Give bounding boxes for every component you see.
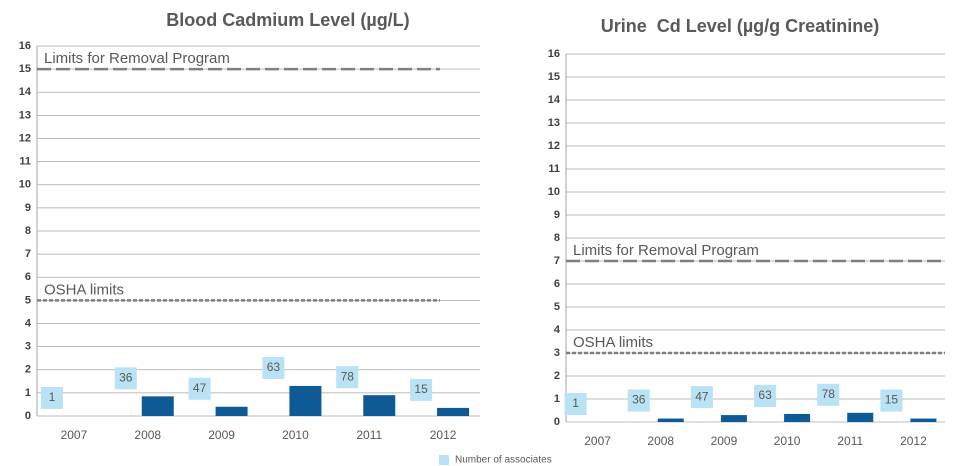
associates-label: 1 xyxy=(49,390,56,404)
associates-box xyxy=(114,367,137,390)
x-tick-label: 2008 xyxy=(647,434,674,448)
x-tick-label: 2010 xyxy=(282,428,309,442)
associates-box xyxy=(817,383,840,406)
bar xyxy=(784,413,811,422)
y-tick-label: 0 xyxy=(554,416,560,428)
associates-box xyxy=(754,384,777,407)
y-tick-label: 15 xyxy=(548,71,560,83)
associates-label: 47 xyxy=(695,389,709,403)
associates-box xyxy=(627,389,650,412)
y-tick-label: 10 xyxy=(19,179,31,191)
y-tick-label: 16 xyxy=(548,48,560,60)
y-tick-label: 8 xyxy=(554,232,560,244)
chart-title: Blood Cadmium Level (µg/L) xyxy=(166,10,409,30)
x-tick-label: 2012 xyxy=(900,434,927,448)
x-tick-label: 2007 xyxy=(584,434,611,448)
associates-label: 78 xyxy=(822,387,836,401)
reference-label: OSHA limits xyxy=(573,334,653,351)
x-tick-label: 2011 xyxy=(356,428,382,442)
y-tick-label: 3 xyxy=(25,341,31,353)
y-tick-label: 12 xyxy=(19,132,31,144)
y-tick-label: 9 xyxy=(25,202,31,214)
reference-label: OSHA limits xyxy=(44,281,124,298)
associates-label: 63 xyxy=(267,360,281,374)
y-tick-label: 13 xyxy=(548,117,560,129)
bar xyxy=(289,385,322,416)
y-tick-label: 0 xyxy=(25,410,31,422)
legend-label: Number of associates xyxy=(455,455,552,466)
y-tick-label: 11 xyxy=(19,156,31,168)
associates-label: 78 xyxy=(341,369,355,383)
bar xyxy=(437,407,470,416)
bar xyxy=(910,418,937,422)
associates-label: 36 xyxy=(632,393,646,407)
associates-box xyxy=(40,387,63,409)
y-tick-label: 5 xyxy=(554,301,560,313)
associates-label: 1 xyxy=(572,396,579,410)
associates-box xyxy=(188,377,211,400)
x-tick-label: 2010 xyxy=(774,434,801,448)
associates-box xyxy=(262,356,285,379)
bar xyxy=(363,395,396,416)
associates-label: 47 xyxy=(193,381,207,395)
y-tick-label: 10 xyxy=(548,186,560,198)
y-tick-label: 4 xyxy=(554,324,561,336)
associates-box xyxy=(880,389,903,412)
y-tick-label: 16 xyxy=(19,40,31,52)
bar xyxy=(657,418,684,422)
y-tick-label: 9 xyxy=(554,209,560,221)
y-tick-label: 14 xyxy=(548,94,561,106)
associates-label: 15 xyxy=(885,393,899,407)
associates-label: 63 xyxy=(758,388,772,402)
y-tick-label: 1 xyxy=(25,387,31,399)
y-tick-label: 4 xyxy=(25,317,32,329)
y-tick-label: 14 xyxy=(19,86,32,98)
y-tick-label: 15 xyxy=(19,63,31,75)
y-tick-label: 7 xyxy=(554,255,560,267)
bar xyxy=(720,415,747,422)
associates-label: 15 xyxy=(414,382,428,396)
reference-label: Limits for Removal Program xyxy=(573,242,759,259)
bar xyxy=(847,412,874,422)
y-tick-label: 11 xyxy=(548,163,560,175)
associates-box xyxy=(690,386,713,409)
y-tick-label: 2 xyxy=(554,370,560,382)
y-tick-label: 12 xyxy=(548,140,560,152)
bar xyxy=(141,396,174,416)
associates-box xyxy=(336,366,359,389)
x-tick-label: 2008 xyxy=(134,428,161,442)
y-tick-label: 7 xyxy=(25,248,31,260)
chart-title: Urine Cd Level (µg/g Creatinine) xyxy=(601,16,879,36)
y-tick-label: 1 xyxy=(554,393,560,405)
y-tick-label: 13 xyxy=(19,109,31,121)
reference-label: Limits for Removal Program xyxy=(44,50,230,67)
x-tick-label: 2009 xyxy=(208,428,235,442)
y-tick-label: 2 xyxy=(25,364,31,376)
legend-swatch xyxy=(439,455,449,465)
x-tick-label: 2009 xyxy=(711,434,738,448)
y-tick-label: 5 xyxy=(25,294,31,306)
bar xyxy=(215,406,248,416)
x-tick-label: 2012 xyxy=(430,428,457,442)
associates-label: 36 xyxy=(119,371,133,385)
associates-box xyxy=(410,378,433,401)
x-tick-label: 2011 xyxy=(837,434,863,448)
y-tick-label: 3 xyxy=(554,347,560,359)
y-tick-label: 8 xyxy=(25,225,31,237)
y-tick-label: 6 xyxy=(25,271,31,283)
associates-box xyxy=(564,393,587,415)
x-tick-label: 2007 xyxy=(61,428,88,442)
y-tick-label: 6 xyxy=(554,278,560,290)
